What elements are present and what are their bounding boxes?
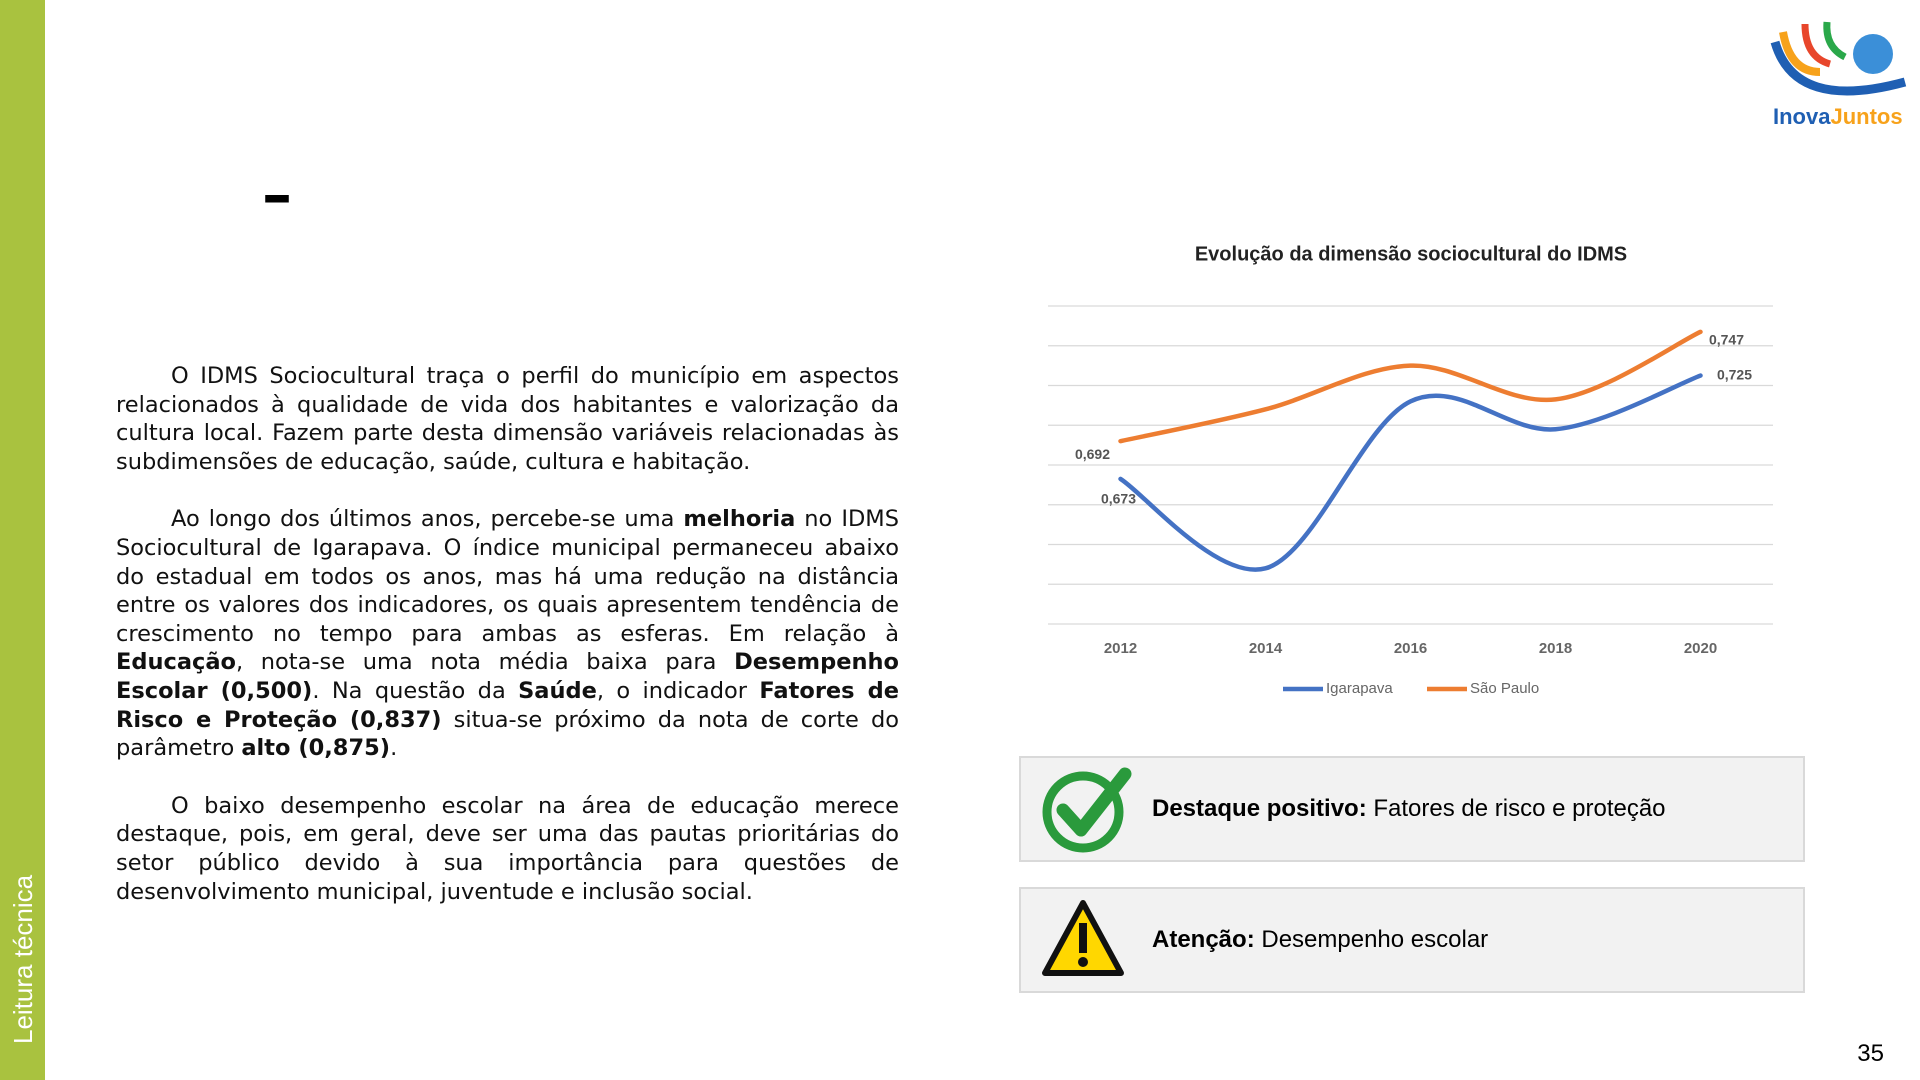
text-run: O IDMS Sociocultural traça o perfil do m…	[116, 363, 899, 475]
text-run: no IDMS Sociocultural de Igarapava. O ín…	[116, 506, 899, 647]
x-tick-label: 2014	[1249, 640, 1283, 657]
callout-value: Fatores de risco e proteção	[1373, 795, 1666, 822]
text-run: , o indicador	[596, 677, 760, 704]
logo-globe	[1853, 34, 1893, 74]
line-series	[1118, 373, 1703, 572]
text-run: Desempenho Escolar (0,500)	[116, 649, 899, 704]
text-run: O baixo desempenho escolar na área de ed…	[116, 792, 899, 905]
logo-part: Inova	[1773, 104, 1831, 129]
text-run: , nota-se uma nota média baixa para	[236, 649, 735, 676]
text-run: alto (0,875)	[241, 735, 391, 762]
text-run: Saúde	[518, 677, 597, 704]
callout-warning: Atenção: Desempenho escolar	[1019, 887, 1805, 993]
slide-title: –	[262, 160, 292, 230]
legend-label: Igarapava	[1326, 680, 1393, 697]
warning-icon	[1042, 900, 1124, 976]
logo-arc	[1801, 23, 1832, 68]
text-run: .	[390, 735, 398, 762]
paragraph: Ao longo dos últimos anos, percebe-se um…	[116, 505, 899, 762]
text-run: situa-se próximo da nota de corte do par…	[116, 706, 899, 762]
paragraph: O baixo desempenho escolar na área de ed…	[116, 792, 899, 906]
text-run: Fatores de Risco e Proteção (0,837)	[116, 677, 899, 733]
logo-arc	[1770, 40, 1907, 96]
x-tick-label: 2018	[1539, 640, 1572, 657]
chart: Evolução da dimensão sociocultural do ID…	[1048, 243, 1773, 697]
logo-arc	[1779, 31, 1821, 76]
check-icon	[1042, 767, 1132, 853]
chart-title: Evolução da dimensão sociocultural do ID…	[1195, 243, 1627, 265]
legend-label: São Paulo	[1470, 680, 1539, 697]
line-series	[1118, 329, 1703, 444]
x-tick-label: 2016	[1394, 640, 1427, 657]
body-text: O IDMS Sociocultural traça o perfil do m…	[116, 362, 899, 935]
paragraph: O IDMS Sociocultural traça o perfil do m…	[116, 362, 899, 476]
text-run: Ao longo dos últimos anos, percebe-se um…	[171, 506, 684, 533]
x-tick-label: 2012	[1104, 640, 1137, 657]
sidebar: Leitura técnica	[0, 0, 45, 1080]
logo: InovaJuntos	[1770, 21, 1907, 129]
data-label: 0,747	[1709, 332, 1744, 348]
text-run: . Na questão da	[312, 677, 519, 704]
text-run: Educação	[116, 649, 236, 676]
callout-text: Destaque positivo: Fatores de risco e pr…	[1152, 758, 1666, 860]
data-label: 0,692	[1075, 446, 1110, 462]
page-number: 35	[1857, 1040, 1884, 1067]
callout-text: Atenção: Desempenho escolar	[1152, 889, 1488, 991]
logo-arc	[1823, 21, 1847, 61]
callout-label: Atenção:	[1152, 926, 1255, 953]
data-label: 0,725	[1717, 366, 1752, 382]
callout-value: Desempenho escolar	[1261, 926, 1489, 953]
callout-positive: Destaque positivo: Fatores de risco e pr…	[1019, 756, 1805, 862]
data-label: 0,673	[1101, 491, 1136, 507]
sidebar-label: Leitura técnica	[8, 874, 38, 1044]
text-run: melhoria	[683, 506, 796, 533]
callout-label: Destaque positivo:	[1152, 795, 1367, 822]
logo-part: Juntos	[1830, 104, 1902, 129]
x-tick-label: 2020	[1684, 640, 1717, 657]
logo-text: InovaJuntos	[1773, 104, 1903, 129]
